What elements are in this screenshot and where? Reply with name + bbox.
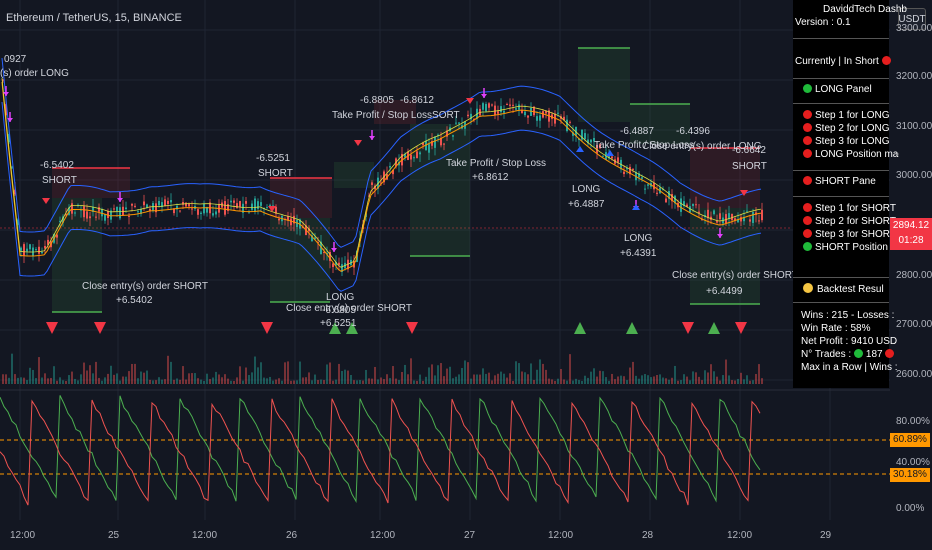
net-profit: Net Profit : 9410 USDT — [801, 336, 897, 347]
wins-losses: Wins : 215 - Losses : 15 — [801, 310, 897, 321]
dashboard-title: DaviddTech Dashb — [823, 4, 907, 15]
currently-status: Currently | In Short — [795, 56, 891, 68]
long-step-3: Step 3 for LONG — [803, 136, 899, 148]
time-axis-label: 27 — [464, 530, 476, 541]
osc-level-tag: 30.18% — [890, 468, 930, 482]
annotation: SHORT — [42, 175, 77, 186]
emoji-icon — [803, 283, 813, 293]
time-axis-label: 29 — [820, 530, 832, 541]
annotation: Close entry(s) order SHORT — [672, 270, 798, 281]
dashboard-panel: DaviddTech Dashb Version : 0.1 Currently… — [793, 0, 907, 388]
annotation: -6.6805 — [322, 305, 356, 316]
price-chart[interactable] — [0, 0, 890, 550]
long-position: LONG Position made — [803, 149, 899, 161]
status-red-dot — [881, 56, 891, 65]
annotation: -6.5251 — [256, 153, 290, 164]
currency-button[interactable]: USDT — [898, 8, 926, 30]
annotation: -6.4887 — [620, 126, 654, 137]
symbol-title[interactable]: Ethereum / TetherUS, 15, BINANCE — [6, 12, 182, 24]
annotation: +6.4391 — [620, 248, 657, 259]
short-panel-header: SHORT Pane — [803, 176, 899, 188]
annotation: -6.4396 — [676, 126, 710, 137]
price-axis-label: 3100.00 — [896, 121, 932, 132]
annotation: -6.8805 — [360, 95, 394, 106]
current-price-tag: 2894.12 01:28 — [890, 218, 932, 250]
time-axis-label: 12:00 — [370, 530, 396, 541]
time-axis-label: 26 — [286, 530, 298, 541]
annotation: Close entry(s) order SHORT — [82, 281, 208, 292]
win-rate: Win Rate : 58% — [801, 323, 871, 334]
price-axis-label: 2800.00 — [896, 270, 932, 281]
annotation: SHORT — [732, 161, 767, 172]
short-step-1: Step 1 for SHORT — [803, 203, 899, 215]
time-axis-label: 25 — [108, 530, 120, 541]
annotation: LONG — [572, 184, 601, 195]
oscillator-pane — [0, 395, 890, 506]
annotation: Take Profit / Stop Loss — [446, 158, 547, 169]
short-position: SHORT Position mad — [803, 242, 899, 254]
dashboard-version: Version : 0.1 — [795, 17, 851, 28]
annotation: Take Profit / Stop LossSORT — [332, 110, 460, 121]
price-axis-label: 2600.00 — [896, 369, 932, 380]
osc-axis-label: 0.00% — [896, 503, 925, 514]
annotation: +6.5251 — [320, 318, 357, 329]
time-axis-label: 12:00 — [727, 530, 753, 541]
annotation: +6.8612 — [472, 172, 509, 183]
short-step-3: Step 3 for SHORT — [803, 229, 899, 241]
annotation: LONG — [326, 292, 355, 303]
long-step-1: Step 1 for LONG — [803, 110, 899, 122]
red-dot-icon — [803, 176, 812, 185]
time-axis-label: 12:00 — [10, 530, 36, 541]
annotation: +6.5402 — [116, 295, 153, 306]
time-axis-label: 12:00 — [192, 530, 218, 541]
annotation: (s) order LONG — [0, 68, 69, 79]
short-step-2: Step 2 for SHORT — [803, 216, 899, 228]
long-step-2: Step 2 for LONG — [803, 123, 899, 135]
long-panel-header: LONG Panel — [803, 84, 899, 96]
annotation: -6.5402 — [40, 160, 74, 171]
annotation: Close entry(s) order LONG — [642, 141, 762, 152]
osc-axis-label: 80.00% — [896, 416, 930, 427]
price-axis-label: 3200.00 — [896, 71, 932, 82]
volume-bars — [2, 353, 763, 384]
price-axis-label: 3000.00 — [896, 170, 932, 181]
annotation: +6.4499 — [706, 286, 743, 297]
annotation: Close entry(s) order SHORT — [286, 303, 412, 314]
trades-count: N° Trades : 187 — [801, 349, 897, 361]
green-dot-icon — [803, 84, 812, 93]
backtest-header: Backtest Resul — [803, 283, 899, 296]
price-axis-label: 3300.00 — [896, 23, 932, 34]
annotation: -6.8612 — [400, 95, 434, 106]
time-axis-label: 12:00 — [548, 530, 574, 541]
annotation: Take Profit / Stop Loss — [594, 140, 695, 151]
annotation: LONG — [624, 233, 653, 244]
annotation: SHORT — [258, 168, 293, 179]
time-axis-label: 28 — [642, 530, 654, 541]
bollinger-bands — [1, 57, 762, 292]
signal-markers — [3, 86, 748, 334]
annotation: +6.4887 — [568, 199, 605, 210]
trade-boxes — [52, 47, 760, 313]
price-axis-label: 2700.00 — [896, 319, 932, 330]
annotation: -6.6642 — [732, 145, 766, 156]
osc-level-tag: 60.89% — [890, 433, 930, 447]
osc-axis-label: 40.00% — [896, 457, 930, 468]
annotation: 0927 — [4, 54, 27, 65]
max-in-row: Max in a Row | Wins : 8 — [801, 362, 897, 373]
